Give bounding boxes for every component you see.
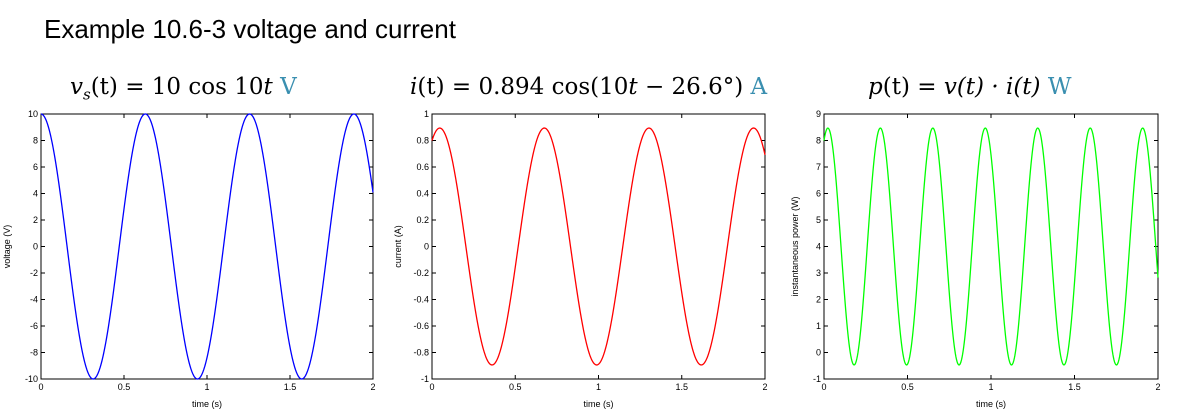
y-tick-label: 0.8	[416, 136, 429, 146]
y-tick-label: -4	[30, 295, 38, 305]
y-tick-label: 0	[424, 242, 429, 252]
x-tick-label: 1	[596, 382, 601, 392]
pt0-t: t	[263, 74, 273, 100]
y-tick-label: -0.2	[413, 268, 429, 278]
x-tick-label: 2	[370, 382, 375, 392]
pt2-rhs: v(t) · i(t)	[943, 74, 1041, 100]
pt0-sub: s	[83, 85, 91, 104]
y-tick-label: 4	[816, 242, 821, 252]
x-tick-label: 1	[988, 382, 993, 392]
x-tick-label: 1.5	[675, 382, 688, 392]
y-tick-label: -1	[421, 374, 429, 384]
y-tick-label: -0.4	[413, 295, 429, 305]
y-tick-label: 2	[816, 295, 821, 305]
pt2-unit: W	[1047, 74, 1072, 100]
y-tick-label: 6	[33, 162, 38, 172]
y-tick-label: 0.4	[416, 189, 429, 199]
y-tick-label: 9	[816, 109, 821, 119]
pt2-lhs: p	[868, 74, 883, 100]
y-tick-label: 0	[816, 348, 821, 358]
plot-frame	[431, 113, 766, 380]
chart-0: 0 0.5 1 1.5 2 -10 -8 -6 -4 -2 0 2 4 6 8 10 time (s) volta…	[2, 109, 376, 409]
series-line	[431, 127, 766, 366]
pt0-eq: = 10 cos 10	[117, 74, 264, 100]
chart-1: 0 0.5 1 1.5 2 -1 -0.8 -0.6 -0.4 -0.2 0 0.2 0.4 0.6 0.8…	[393, 109, 768, 409]
y-tick-label: -2	[30, 268, 38, 278]
x-tick-label: 0	[38, 382, 43, 392]
x-axis-label: time (s)	[584, 399, 614, 409]
y-tick-label: 8	[33, 136, 38, 146]
slide-title: Example 10.6-3 voltage and current	[44, 14, 456, 44]
y-tick-label: -8	[30, 348, 38, 358]
series-line	[40, 113, 374, 380]
plot-frame	[40, 113, 374, 380]
y-tick-label: 2	[33, 215, 38, 225]
y-tick-label: 6	[816, 189, 821, 199]
x-tick-label: 0.5	[509, 382, 522, 392]
y-tick-label: 8	[816, 136, 821, 146]
y-axis-label: voltage (V)	[2, 225, 12, 269]
y-tick-label: 5	[816, 215, 821, 225]
pt1-args: (t)	[417, 74, 445, 100]
pt0-lhs: v	[70, 74, 83, 100]
x-tick-label: 1	[204, 382, 209, 392]
y-tick-label: 10	[28, 109, 38, 119]
y-tick-label: 4	[33, 189, 38, 199]
pt1-eq: = 0.894 cos(10	[444, 74, 629, 100]
power-plot-title: p(t) = v(t) · i(t) W	[868, 74, 1071, 100]
current-plot-title: i(t) = 0.894 cos(10t − 26.6°) A	[410, 74, 767, 100]
pt1-lhs: i	[410, 74, 418, 100]
pt0-args: (t)	[90, 74, 118, 100]
x-tick-label: 1.5	[1068, 382, 1081, 392]
y-axis-label: instantaneous power (W)	[790, 196, 800, 296]
y-tick-label: 0.6	[416, 162, 429, 172]
pt1-unit: A	[750, 74, 768, 100]
pt2-eq: =	[909, 74, 944, 100]
y-tick-label: -6	[30, 321, 38, 331]
x-axis-label: time (s)	[976, 399, 1006, 409]
y-tick-label: -10	[25, 374, 38, 384]
y-tick-label: -0.8	[413, 348, 429, 358]
x-tick-label: 0	[429, 382, 434, 392]
pt2-args: (t)	[882, 74, 910, 100]
y-tick-label: 0.2	[416, 215, 429, 225]
x-axis-label: time (s)	[192, 399, 222, 409]
y-tick-label: -1	[813, 374, 821, 384]
x-tick-label: 0.5	[118, 382, 131, 392]
x-tick-label: 0	[821, 382, 826, 392]
pt0-unit: V	[280, 74, 297, 100]
pt1-tail: − 26.6°)	[637, 74, 744, 100]
y-tick-label: 7	[816, 162, 821, 172]
x-tick-label: 2	[762, 382, 767, 392]
pt1-t: t	[628, 74, 638, 100]
y-tick-label: 0	[33, 242, 38, 252]
y-axis-label: current (A)	[393, 225, 403, 268]
x-tick-label: 0.5	[901, 382, 914, 392]
series-line	[823, 127, 1159, 366]
y-tick-label: 1	[816, 321, 821, 331]
y-tick-label: 3	[816, 268, 821, 278]
y-tick-label: -0.6	[413, 321, 429, 331]
x-tick-label: 2	[1155, 382, 1160, 392]
y-tick-label: 1	[424, 109, 429, 119]
x-tick-label: 1.5	[284, 382, 297, 392]
voltage-plot-title: vs(t) = 10 cos 10t V	[70, 74, 297, 104]
